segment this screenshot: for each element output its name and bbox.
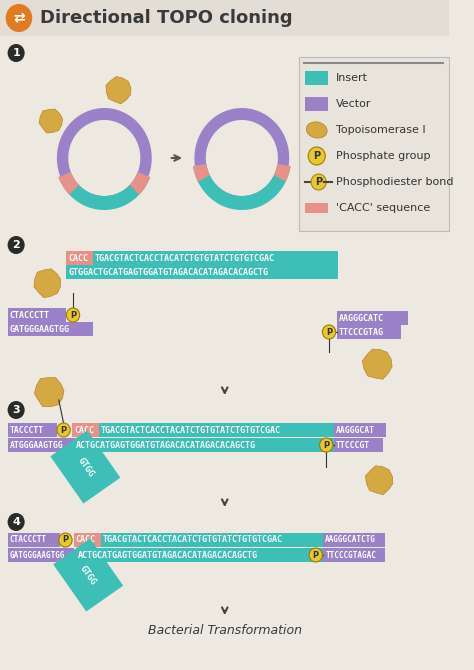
Text: TTCCCGTAGAC: TTCCCGTAGAC: [325, 551, 376, 559]
Text: 4: 4: [12, 517, 20, 527]
Circle shape: [309, 548, 322, 562]
Text: P: P: [326, 328, 332, 336]
Text: CTACCCTT: CTACCCTT: [9, 535, 46, 545]
Text: ACTGCATGAGTGGATGTAGACACATAGACACAGCTG: ACTGCATGAGTGGATGTAGACACATAGACACAGCTG: [76, 440, 256, 450]
FancyBboxPatch shape: [66, 251, 93, 265]
Circle shape: [8, 236, 25, 254]
Text: AAGGGCATC: AAGGGCATC: [338, 314, 383, 322]
Text: 'CACC' sequence: 'CACC' sequence: [336, 203, 430, 213]
FancyBboxPatch shape: [72, 423, 99, 437]
Polygon shape: [106, 76, 131, 104]
Circle shape: [57, 423, 70, 437]
FancyBboxPatch shape: [76, 548, 327, 562]
Polygon shape: [193, 164, 291, 210]
Text: TGACGTACTCACCTACATCTGTGTATCTGTGTCGAC: TGACGTACTCACCTACATCTGTGTATCTGTGTCGAC: [102, 535, 283, 545]
Text: Topoisomerase I: Topoisomerase I: [336, 125, 425, 135]
FancyBboxPatch shape: [8, 308, 66, 322]
Circle shape: [59, 533, 72, 547]
Text: GTGGACTGCATGAGTGGATGTAGACACATAGACACAGCTG: GTGGACTGCATGAGTGGATGTAGACACATAGACACAGCTG: [68, 267, 268, 277]
Text: TGACGTACTCACCTACATCTGTGTATCTGTGTCGAC: TGACGTACTCACCTACATCTGTGTATCTGTGTCGAC: [100, 425, 281, 435]
Text: CACC: CACC: [74, 425, 94, 435]
Circle shape: [311, 174, 326, 190]
Circle shape: [8, 401, 25, 419]
Text: ATGGGAAGTGG: ATGGGAAGTGG: [9, 440, 63, 450]
FancyBboxPatch shape: [0, 0, 449, 36]
Text: AAGGGCATCTG: AAGGGCATCTG: [325, 535, 376, 545]
Polygon shape: [58, 172, 79, 195]
Polygon shape: [362, 349, 392, 379]
Text: P: P: [70, 310, 76, 320]
FancyBboxPatch shape: [100, 533, 323, 547]
Text: P: P: [63, 535, 69, 545]
Text: P: P: [313, 551, 319, 559]
FancyBboxPatch shape: [74, 438, 336, 452]
FancyBboxPatch shape: [323, 548, 385, 562]
Polygon shape: [130, 172, 150, 195]
FancyBboxPatch shape: [334, 438, 383, 452]
Polygon shape: [194, 108, 289, 208]
FancyBboxPatch shape: [299, 57, 448, 231]
Circle shape: [322, 325, 336, 339]
FancyBboxPatch shape: [337, 311, 408, 325]
FancyBboxPatch shape: [305, 71, 328, 85]
Circle shape: [6, 4, 32, 32]
Text: Insert: Insert: [336, 73, 368, 83]
Text: ACTGCATGAGTGGATGTAGACACATAGACACAGCTG: ACTGCATGAGTGGATGTAGACACATAGACACAGCTG: [78, 551, 258, 559]
FancyBboxPatch shape: [8, 533, 60, 547]
Text: GATGGGAAGTGG: GATGGGAAGTGG: [9, 551, 65, 559]
FancyBboxPatch shape: [8, 548, 74, 562]
Text: Bacterial Transformation: Bacterial Transformation: [148, 624, 302, 636]
FancyBboxPatch shape: [334, 423, 386, 437]
Text: CACC: CACC: [76, 535, 96, 545]
Text: GTGG: GTGG: [75, 456, 95, 478]
Circle shape: [319, 438, 333, 452]
Text: 1: 1: [12, 48, 20, 58]
Text: ⇄: ⇄: [13, 11, 25, 25]
FancyBboxPatch shape: [323, 533, 385, 547]
Polygon shape: [274, 164, 291, 182]
Polygon shape: [57, 108, 152, 208]
FancyBboxPatch shape: [93, 251, 337, 265]
Text: GTGG: GTGG: [78, 563, 98, 586]
Text: CTACCCTT: CTACCCTT: [9, 310, 49, 320]
Text: Vector: Vector: [336, 99, 371, 109]
Circle shape: [8, 44, 25, 62]
Ellipse shape: [306, 122, 327, 138]
Polygon shape: [35, 378, 64, 407]
FancyBboxPatch shape: [305, 97, 328, 111]
FancyBboxPatch shape: [66, 265, 337, 279]
FancyBboxPatch shape: [99, 423, 334, 437]
Polygon shape: [58, 172, 150, 210]
FancyBboxPatch shape: [8, 438, 74, 452]
Polygon shape: [365, 466, 393, 494]
Polygon shape: [39, 109, 63, 133]
Text: CACC: CACC: [68, 253, 88, 263]
Text: 2: 2: [12, 240, 20, 250]
Text: AAGGGCAT: AAGGGCAT: [336, 425, 375, 435]
Circle shape: [66, 308, 80, 322]
Circle shape: [308, 147, 325, 165]
Polygon shape: [193, 164, 210, 182]
FancyBboxPatch shape: [305, 203, 328, 213]
Text: P: P: [61, 425, 67, 435]
Text: P: P: [315, 177, 322, 187]
FancyBboxPatch shape: [337, 325, 401, 339]
Text: Phosphate group: Phosphate group: [336, 151, 430, 161]
Text: Directional TOPO cloning: Directional TOPO cloning: [40, 9, 292, 27]
Text: TGACGTACTCACCTACATCTGTGTATCTGTGTCGAC: TGACGTACTCACCTACATCTGTGTATCTGTGTCGAC: [95, 253, 275, 263]
Text: P: P: [313, 151, 320, 161]
Text: TTCCCGT: TTCCCGT: [336, 440, 370, 450]
FancyBboxPatch shape: [8, 423, 57, 437]
Circle shape: [8, 513, 25, 531]
FancyBboxPatch shape: [8, 322, 93, 336]
Text: GATGGGAAGTGG: GATGGGAAGTGG: [9, 324, 70, 334]
FancyBboxPatch shape: [74, 533, 100, 547]
Text: P: P: [323, 440, 329, 450]
Text: Phosphodiester bond: Phosphodiester bond: [336, 177, 453, 187]
Text: 3: 3: [12, 405, 20, 415]
Text: TACCCTT: TACCCTT: [9, 425, 44, 435]
Polygon shape: [34, 269, 61, 297]
Text: TTCCCGTAG: TTCCCGTAG: [338, 328, 383, 336]
